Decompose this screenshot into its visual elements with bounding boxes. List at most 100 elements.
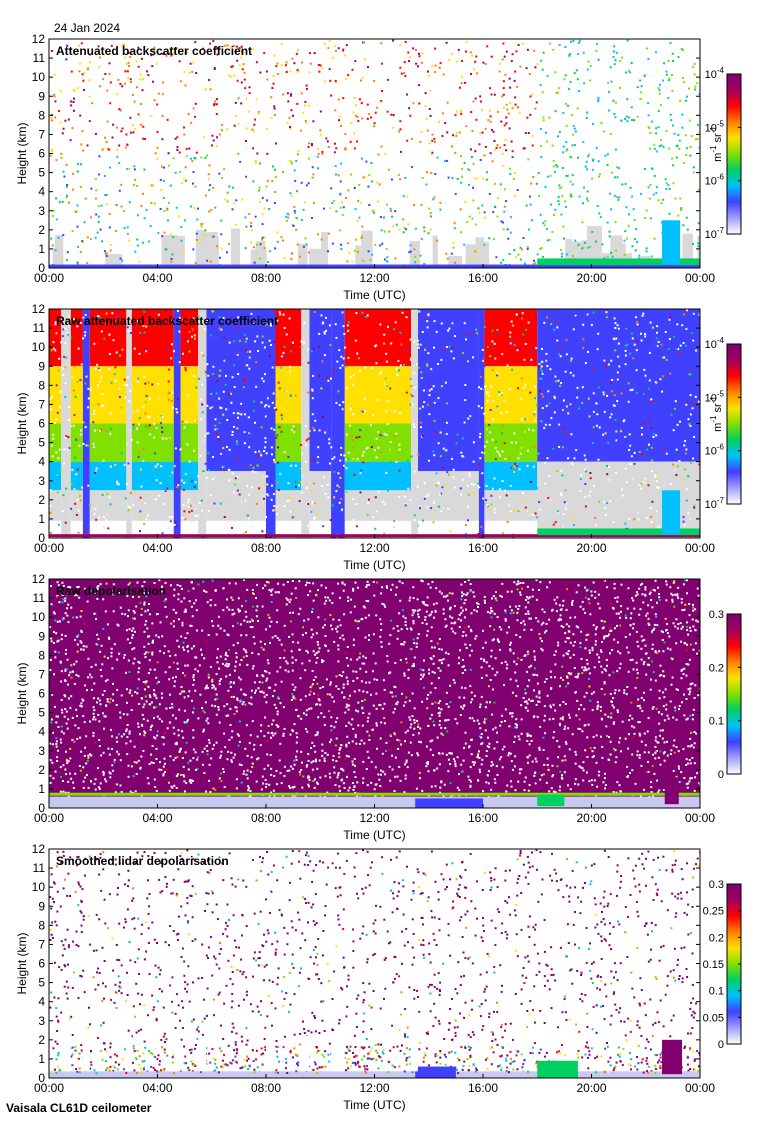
heatmap-cell [224, 665, 226, 667]
heatmap-cell [66, 186, 68, 188]
heatmap-cell [181, 182, 183, 184]
heatmap-cell [558, 424, 560, 426]
heatmap-cell [110, 729, 112, 731]
heatmap-cell [184, 426, 186, 428]
heatmap-cell [648, 484, 650, 486]
heatmap-cell [485, 146, 487, 148]
heatmap-cell [87, 406, 89, 408]
heatmap-cell [380, 770, 382, 772]
heatmap-cell [504, 490, 506, 492]
heatmap-cell [577, 157, 579, 159]
heatmap-cell [326, 532, 328, 534]
heatmap-cell [71, 424, 83, 462]
heatmap-cell [385, 411, 387, 413]
heatmap-cell [116, 149, 118, 151]
heatmap-cell [332, 458, 334, 460]
heatmap-cell [431, 66, 433, 68]
heatmap-cell [536, 516, 538, 518]
heatmap-cell [413, 728, 415, 730]
heatmap-cell [698, 245, 700, 247]
heatmap-cell [438, 482, 440, 484]
heatmap-cell [561, 256, 563, 258]
heatmap-cell [619, 625, 621, 627]
heatmap-cell [271, 485, 273, 487]
heatmap-cell [166, 616, 168, 618]
heatmap-cell [604, 668, 606, 670]
heatmap-cell [233, 364, 235, 366]
heatmap-cell [207, 375, 209, 377]
heatmap-cell [140, 497, 142, 499]
heatmap-cell [637, 672, 639, 674]
heatmap-cell [177, 598, 179, 600]
heatmap-cell [661, 344, 663, 346]
heatmap-cell [124, 384, 126, 386]
heatmap-cell [581, 730, 583, 732]
heatmap-cell [686, 96, 688, 98]
heatmap-cell [160, 482, 162, 484]
heatmap-cell [262, 342, 264, 344]
heatmap-cell [473, 163, 475, 165]
heatmap-cell [68, 621, 70, 623]
heatmap-cell [277, 241, 279, 243]
heatmap-cell [535, 108, 537, 110]
heatmap-cell [529, 743, 531, 745]
heatmap-cell [481, 407, 483, 409]
heatmap-cell [190, 206, 192, 208]
heatmap-cell [121, 85, 123, 87]
heatmap-cell [484, 386, 486, 388]
heatmap-cell [313, 650, 315, 652]
heatmap-cell [246, 364, 248, 366]
heatmap-cell [663, 357, 665, 359]
heatmap-cell [488, 424, 490, 426]
heatmap-cell [87, 757, 89, 759]
heatmap-cell [186, 155, 188, 157]
heatmap-cell [320, 387, 322, 389]
heatmap-cell [649, 380, 651, 382]
heatmap-cell [663, 789, 665, 791]
heatmap-cell [173, 609, 175, 611]
heatmap-cell [258, 653, 260, 655]
heatmap-cell [298, 580, 300, 582]
heatmap-cell [339, 460, 341, 462]
heatmap-cell [359, 370, 361, 372]
heatmap-cell [482, 790, 484, 792]
heatmap-cell [449, 763, 451, 765]
heatmap-cell [434, 141, 436, 143]
heatmap-cell [384, 689, 386, 691]
heatmap-cell [370, 424, 372, 426]
heatmap-cell [245, 380, 247, 382]
heatmap-cell [413, 612, 415, 614]
heatmap-cell [335, 165, 337, 167]
heatmap-cell [329, 80, 331, 82]
heatmap-cell [229, 582, 231, 584]
heatmap-cell [194, 116, 196, 118]
heatmap-cell [134, 168, 136, 170]
heatmap-cell [598, 459, 600, 461]
heatmap-cell [468, 334, 470, 336]
heatmap-cell [102, 494, 104, 496]
heatmap-cell [538, 363, 540, 365]
heatmap-cell [463, 747, 465, 749]
heatmap-cell [456, 132, 458, 134]
heatmap-cell [355, 312, 357, 314]
heatmap-cell [164, 232, 166, 234]
heatmap-cell [437, 363, 439, 365]
heatmap-cell [305, 461, 307, 463]
heatmap-cell [168, 165, 170, 167]
heatmap-cell [72, 189, 74, 191]
heatmap-cell [138, 678, 140, 680]
heatmap-cell [639, 757, 641, 759]
heatmap-cell [127, 77, 129, 79]
heatmap-cell [543, 427, 545, 429]
heatmap-cell [140, 486, 142, 488]
heatmap-cell [546, 405, 548, 407]
heatmap-cell [214, 100, 216, 102]
heatmap-cell [491, 129, 493, 131]
heatmap-cell [254, 340, 256, 342]
heatmap-cell [129, 628, 131, 630]
heatmap-cell [393, 628, 395, 630]
heatmap-cell [65, 522, 67, 524]
heatmap-cell [617, 379, 619, 381]
heatmap-cell [470, 701, 472, 703]
heatmap-cell [296, 217, 298, 219]
